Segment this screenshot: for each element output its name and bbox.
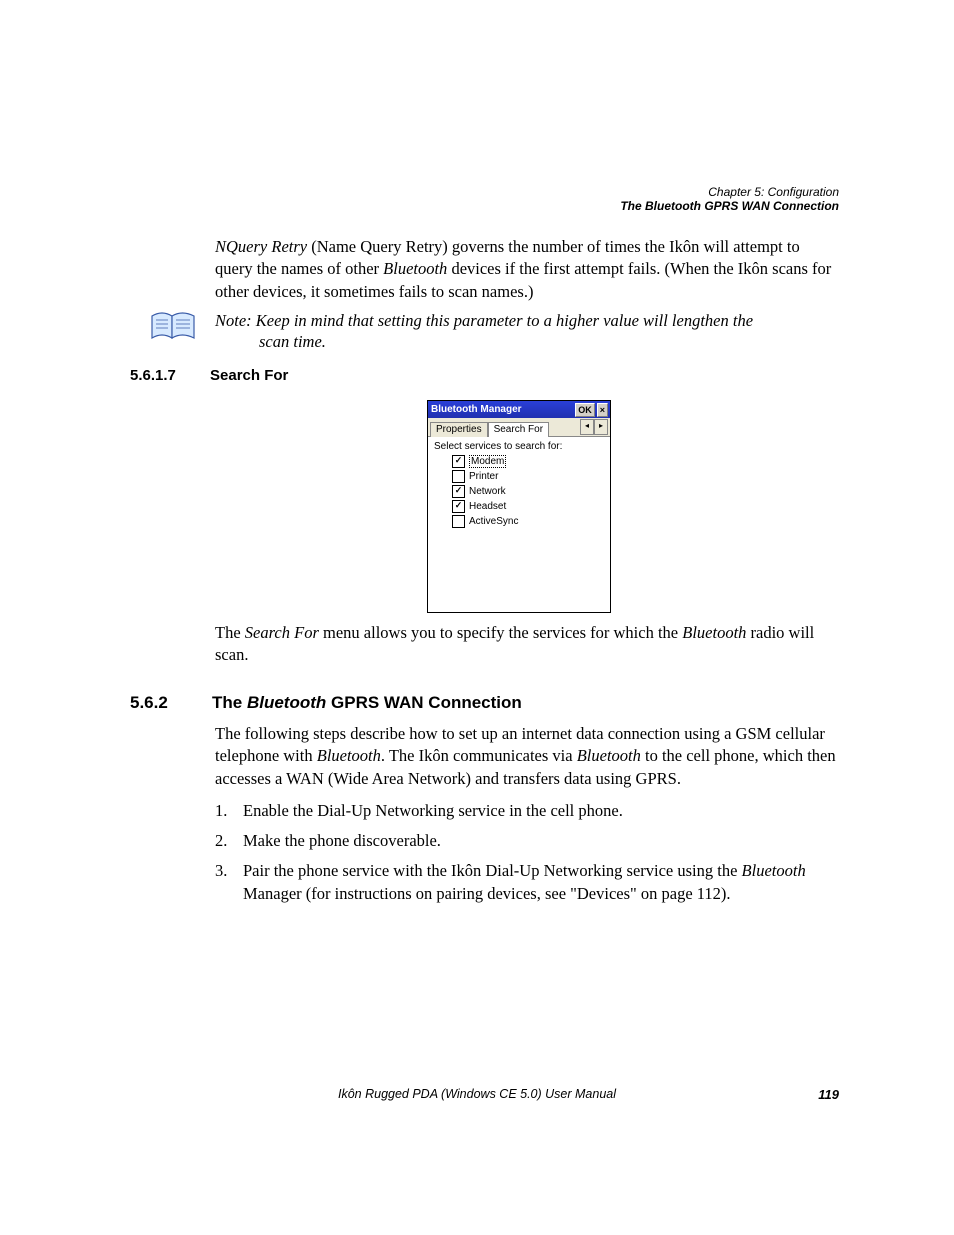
book-icon — [150, 310, 196, 342]
tab-search-for[interactable]: Search For — [488, 422, 549, 437]
txt-a1: The — [215, 623, 245, 642]
sec562-body: The following steps describe how to set … — [215, 723, 840, 913]
step-2-text: Make the phone discoverable. — [243, 831, 441, 850]
txt-b2: . The Ikôn communicates via — [381, 746, 577, 765]
step-2: 2. Make the phone discoverable. — [215, 830, 840, 852]
bluetooth-term-5: Bluetooth — [742, 861, 806, 880]
bluetooth-manager-screenshot: Bluetooth Manager OK × Properties Search… — [427, 400, 611, 613]
heading-562: 5.6.2The Bluetooth GPRS WAN Connection — [130, 693, 522, 713]
tab-properties[interactable]: Properties — [430, 422, 488, 437]
note-line-1: Keep in mind that setting this parameter… — [252, 311, 753, 330]
check-label-modem: Modem — [469, 455, 506, 468]
check-row-headset[interactable]: Headset — [452, 500, 604, 513]
select-services-label: Select services to search for: — [434, 441, 604, 452]
tab-scroll-right-icon[interactable]: ▸ — [594, 419, 608, 435]
close-icon[interactable]: × — [597, 403, 608, 417]
nquery-paragraph: NQuery Retry (Name Query Retry) governs … — [215, 236, 840, 313]
note-label: Note: — [215, 311, 252, 330]
check-label-activesync: ActiveSync — [469, 516, 518, 527]
tabs-row: Properties Search For ◂ ▸ — [428, 418, 610, 437]
window-title: Bluetooth Manager — [431, 404, 522, 415]
bluetooth-term-1: Bluetooth — [383, 259, 447, 278]
bluetooth-term-4: Bluetooth — [577, 746, 641, 765]
checkbox-printer[interactable] — [452, 470, 465, 483]
search-for-term: Search For — [245, 623, 319, 642]
checkbox-modem[interactable] — [452, 455, 465, 468]
step-2-num: 2. — [215, 830, 227, 852]
note-line-2: scan time. — [215, 331, 775, 352]
heading-562-num: 5.6.2 — [130, 693, 212, 713]
window-titlebar: Bluetooth Manager OK × — [428, 401, 610, 418]
check-row-modem[interactable]: Modem — [452, 455, 604, 468]
heading-562-post: GPRS WAN Connection — [326, 693, 522, 712]
checkbox-network[interactable] — [452, 485, 465, 498]
note-text: Note: Keep in mind that setting this par… — [215, 310, 775, 353]
step-3: 3. Pair the phone service with the Ikôn … — [215, 860, 840, 905]
page: Chapter 5: Configuration The Bluetooth G… — [0, 0, 954, 1235]
check-row-activesync[interactable]: ActiveSync — [452, 515, 604, 528]
heading-5617-num: 5.6.1.7 — [130, 367, 210, 384]
step-1-text: Enable the Dial-Up Networking service in… — [243, 801, 623, 820]
page-header: Chapter 5: Configuration The Bluetooth G… — [620, 185, 839, 213]
check-label-headset: Headset — [469, 501, 506, 512]
step-1-num: 1. — [215, 800, 227, 822]
bluetooth-term-3: Bluetooth — [317, 746, 381, 765]
search-for-description: The Search For menu allows you to specif… — [215, 622, 840, 677]
check-label-printer: Printer — [469, 471, 498, 482]
step-3-num: 3. — [215, 860, 227, 882]
screenshot-body: Select services to search for: Modem Pri… — [428, 437, 610, 534]
check-row-network[interactable]: Network — [452, 485, 604, 498]
step-3-text-b: Manager (for instructions on pairing dev… — [243, 884, 731, 903]
txt-a2: menu allows you to specify the services … — [319, 623, 682, 642]
nquery-term: NQuery Retry — [215, 237, 307, 256]
step-3-text-a: Pair the phone service with the Ikôn Dia… — [243, 861, 742, 880]
header-chapter: Chapter 5: Configuration — [620, 185, 839, 199]
check-label-network: Network — [469, 486, 506, 497]
heading-562-bluetooth: Bluetooth — [247, 693, 326, 712]
ok-button[interactable]: OK — [575, 403, 595, 417]
heading-5617: 5.6.1.7Search For — [130, 367, 288, 384]
footer-page-number: 119 — [818, 1087, 839, 1102]
steps-list: 1. Enable the Dial-Up Networking service… — [215, 800, 840, 905]
check-row-printer[interactable]: Printer — [452, 470, 604, 483]
bluetooth-term-2: Bluetooth — [682, 623, 746, 642]
header-section: The Bluetooth GPRS WAN Connection — [620, 199, 839, 213]
checkbox-headset[interactable] — [452, 500, 465, 513]
footer-title: Ikôn Rugged PDA (Windows CE 5.0) User Ma… — [0, 1087, 954, 1101]
heading-5617-title: Search For — [210, 367, 288, 384]
checkbox-activesync[interactable] — [452, 515, 465, 528]
step-1: 1. Enable the Dial-Up Networking service… — [215, 800, 840, 822]
heading-562-pre: The — [212, 693, 247, 712]
tab-scroll-left-icon[interactable]: ◂ — [580, 419, 594, 435]
